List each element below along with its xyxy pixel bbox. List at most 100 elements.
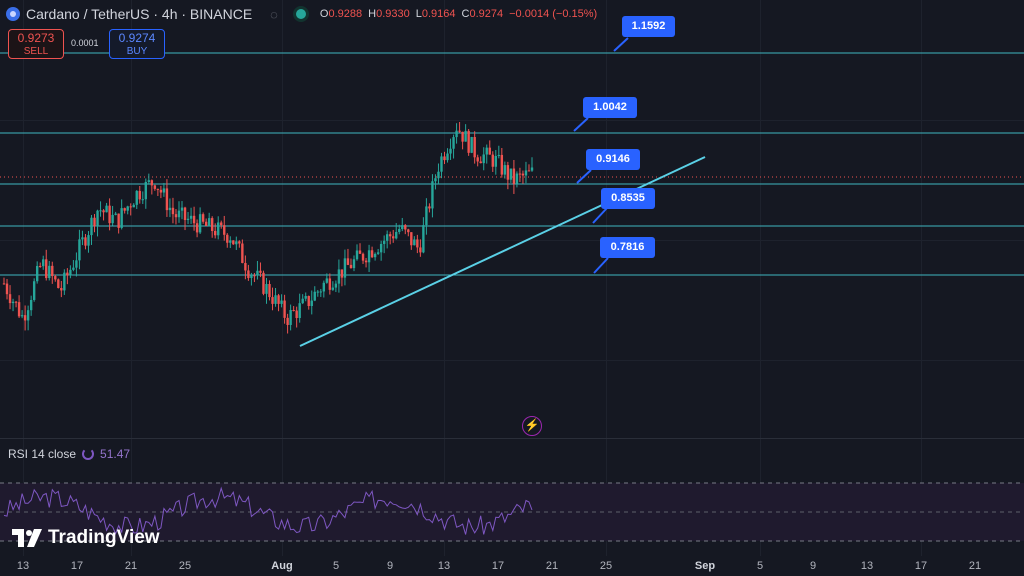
candle-body xyxy=(48,265,51,279)
candle-body xyxy=(446,153,449,161)
candle-body xyxy=(452,137,455,149)
candle-body xyxy=(283,300,286,318)
x-tick: 13 xyxy=(437,560,451,572)
level-callout-4[interactable]: 0.8535 xyxy=(601,188,655,209)
sell-price: 0.9273 xyxy=(17,31,55,45)
rsi-value: 51.47 xyxy=(100,447,131,461)
tradingview-logo[interactable]: TradingView xyxy=(12,527,160,549)
flash-icon[interactable]: ⚡ xyxy=(522,416,542,436)
candle-body xyxy=(147,180,151,182)
candle-body xyxy=(235,241,238,245)
candle-body xyxy=(162,188,166,193)
x-tick: 13 xyxy=(16,560,30,572)
candle-body xyxy=(361,253,365,261)
candle-body xyxy=(153,185,157,189)
candle-body xyxy=(491,154,494,167)
candle-body xyxy=(35,265,39,282)
candle-body xyxy=(69,269,72,276)
level-callout-1[interactable]: 1.1592 xyxy=(622,16,675,37)
candle-body xyxy=(183,207,187,221)
brand-name: TradingView xyxy=(48,527,160,548)
pane-divider[interactable] xyxy=(0,438,1024,439)
sell-button[interactable]: 0.9273 SELL xyxy=(8,29,64,59)
candle-body xyxy=(42,259,45,267)
candle-body xyxy=(485,147,488,155)
candle-body xyxy=(57,279,60,288)
candle-body xyxy=(277,295,280,304)
buy-button[interactable]: 0.9274 BUY xyxy=(109,29,165,59)
candle-body xyxy=(385,234,389,241)
candle-body xyxy=(370,250,374,258)
price-chart[interactable] xyxy=(0,0,1024,556)
candle-body xyxy=(5,283,9,295)
candle-body xyxy=(467,130,470,153)
candle-body xyxy=(313,291,316,301)
candle-body xyxy=(512,168,516,184)
candle-body xyxy=(138,190,141,200)
candle-body xyxy=(159,189,163,193)
candle-body xyxy=(479,161,482,164)
x-tick: 25 xyxy=(178,560,192,572)
candle-body xyxy=(210,218,214,231)
candle-body xyxy=(262,272,265,294)
rsi-legend[interactable]: RSI 14 close 51.47 xyxy=(8,447,130,461)
callout-pointers xyxy=(573,37,629,274)
candle-body xyxy=(14,301,18,303)
candle-body xyxy=(494,155,497,167)
candle-body xyxy=(352,259,356,269)
candle-body xyxy=(123,208,126,211)
spread-value: 0.0001 xyxy=(71,38,99,48)
candle-body xyxy=(322,282,326,292)
candle-body xyxy=(497,154,501,156)
eye-off-icon[interactable]: ◌ xyxy=(270,6,278,22)
candle-body xyxy=(319,291,322,293)
market-status-icon[interactable] xyxy=(295,9,306,19)
candle-body xyxy=(349,264,353,269)
candle-body xyxy=(398,229,401,232)
buy-price: 0.9274 xyxy=(118,31,156,45)
grid-line xyxy=(921,0,922,556)
candle-body xyxy=(358,250,362,254)
symbol-title[interactable]: Cardano / TetherUS · 4h · BINANCE xyxy=(26,6,253,22)
candle-body xyxy=(189,215,193,219)
candle-body xyxy=(204,221,208,226)
candle-body xyxy=(72,267,75,270)
candle-body xyxy=(129,206,132,208)
time-axis[interactable]: 13 17 21 25 Aug 5 9 13 17 21 25 Sep 5 9 … xyxy=(0,556,1024,576)
symbol-header[interactable]: Cardano / TetherUS · 4h · BINANCE ◌ O0.9… xyxy=(6,6,597,22)
candle-body xyxy=(292,310,295,312)
candle-body xyxy=(253,275,256,277)
candle-body xyxy=(458,130,461,132)
candle-body xyxy=(506,165,510,180)
level-callout-3[interactable]: 0.9146 xyxy=(586,149,640,170)
candle-body xyxy=(174,214,178,218)
candle-body xyxy=(515,173,519,184)
candle-body xyxy=(259,270,262,273)
cardano-logo-icon xyxy=(6,7,20,21)
candle-body xyxy=(289,310,292,325)
candle-body xyxy=(392,236,395,239)
candle-body xyxy=(141,199,144,201)
candle-body xyxy=(530,167,534,171)
candle-body xyxy=(340,269,344,278)
candle-body xyxy=(75,260,78,268)
candle-body xyxy=(26,310,30,321)
candle-body xyxy=(422,225,425,253)
candle-body xyxy=(301,298,304,304)
candle-body xyxy=(388,234,392,237)
tradingview-logo-icon xyxy=(12,529,42,547)
x-tick: Aug xyxy=(271,560,293,572)
candle-body xyxy=(250,275,253,278)
level-callout-5[interactable]: 0.7816 xyxy=(600,237,655,258)
candle-body xyxy=(214,230,217,236)
candle-body xyxy=(346,258,350,265)
candle-body xyxy=(96,210,99,227)
candle-body xyxy=(407,229,410,233)
candle-body xyxy=(177,210,181,218)
level-callout-2[interactable]: 1.0042 xyxy=(583,97,637,118)
x-tick: 25 xyxy=(599,560,613,572)
x-tick: 21 xyxy=(968,560,982,572)
candle-body xyxy=(223,225,226,235)
x-tick: 9 xyxy=(809,560,817,572)
candle-body xyxy=(431,181,434,209)
